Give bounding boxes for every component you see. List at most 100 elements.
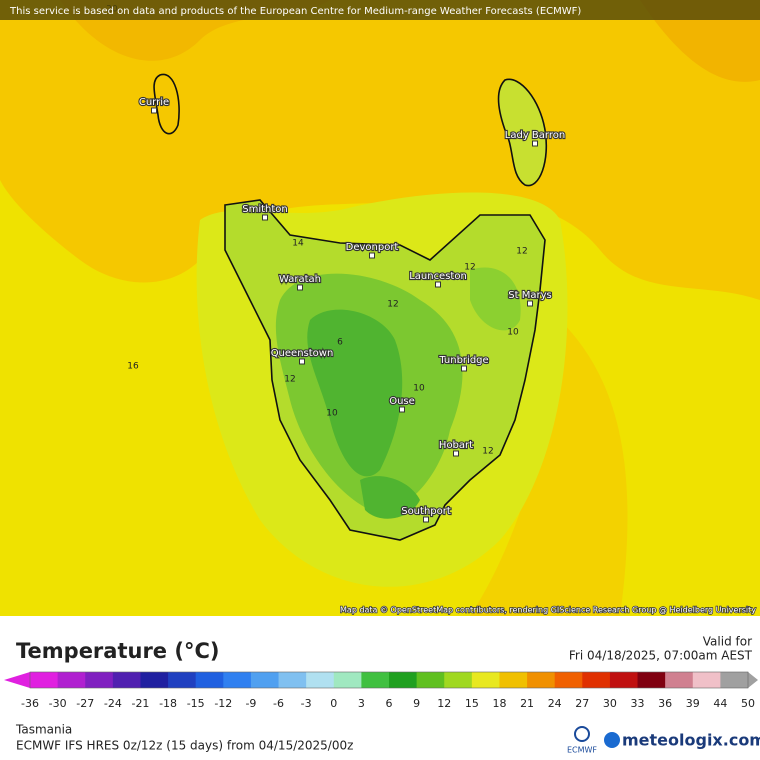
cool-zone: [470, 267, 521, 331]
colorbar-cell: [471, 672, 500, 688]
model-info: ECMWF IFS HRES 0z/12z (15 days) from 04/…: [16, 739, 353, 753]
colorbar-cell: [444, 672, 473, 688]
ecmwf-icon: [574, 726, 590, 742]
colorbar-tick-label: -36: [21, 697, 39, 710]
contour-label: 12: [516, 247, 527, 257]
place-label: Queenstown: [271, 348, 334, 359]
header-bar: [0, 0, 760, 20]
colorbar-tick-label: 27: [575, 697, 589, 710]
contour-label: 12: [464, 263, 475, 273]
colorbar-cell: [499, 672, 528, 688]
header-notice: This service is based on data and produc…: [9, 6, 581, 17]
colorbar-tick-label: 24: [548, 697, 562, 710]
legend: Temperature (°C) Valid for Fri 04/18/202…: [4, 635, 760, 755]
place-marker: [532, 140, 538, 147]
colorbar-tick-label: 18: [492, 697, 506, 710]
colorbar-tick-label: 36: [658, 697, 672, 710]
place-marker: [299, 358, 305, 365]
warm-zone: [640, 0, 760, 82]
colorbar-tick-label: 50: [741, 697, 755, 710]
colorbar-cell: [637, 672, 666, 688]
colorbar-cell: [333, 672, 362, 688]
place-marker: [435, 281, 441, 288]
place-marker: [423, 516, 429, 523]
colorbar-tick-label: 0: [330, 697, 337, 710]
colorbar-cell: [85, 672, 114, 688]
colorbar-cell: [665, 672, 694, 688]
attribution: Map data © OpenStreetMap contributors, r…: [340, 606, 756, 615]
colorbar-cell: [609, 672, 639, 688]
map: Currie Lady Barron Smithton Devonport Warata…: [0, 0, 760, 616]
colorbar-tick-label: -18: [159, 697, 177, 710]
contour-label: 12: [482, 447, 493, 457]
legend-title: Temperature (°C): [16, 639, 219, 663]
ecmwf-logo: ECMWF: [567, 746, 597, 755]
colorbar-tick-label: -15: [187, 697, 205, 710]
colorbar-tick-label: -6: [273, 697, 284, 710]
place-marker: [453, 450, 459, 457]
contour-label: 12: [284, 375, 295, 385]
place-marker: [399, 406, 405, 413]
place-label: Ouse: [389, 396, 415, 407]
colorbar-tick-label: -3: [301, 697, 312, 710]
region: Tasmania: [15, 723, 72, 737]
place-label: Waratah: [279, 274, 321, 285]
place-label: Launceston: [409, 271, 467, 282]
contour-label: 10: [326, 409, 338, 419]
colorbar-tick-label: 39: [686, 697, 700, 710]
colorbar-arrow: [4, 672, 30, 688]
colorbar-tick-label: -9: [245, 697, 256, 710]
valid-label: Valid for: [703, 635, 752, 649]
contour-label: 14: [292, 239, 304, 249]
colorbar-cell: [223, 672, 252, 688]
colorbar-tick-label: 9: [413, 697, 420, 710]
colorbar-frame: [29, 671, 749, 689]
colorbar-cell: [278, 672, 307, 688]
colorbar-cell: [389, 672, 418, 688]
place-label: Southport: [401, 506, 451, 517]
colorbar-tick-label: 30: [603, 697, 617, 710]
colorbar-cell: [692, 672, 721, 688]
site-logo: meteologix.com: [622, 731, 760, 750]
colorbar-cell: [168, 672, 197, 688]
colorbar-tick-label: -27: [76, 697, 94, 710]
place-marker: [262, 214, 268, 221]
colorbar-tick-label: 12: [437, 697, 451, 710]
colorbar-cell: [416, 672, 445, 688]
cool-zone: [307, 309, 403, 477]
cool-zone: [360, 476, 420, 519]
valid-time: Fri 04/18/2025, 07:00am AEST: [569, 649, 753, 663]
contour-label: 6: [337, 338, 343, 348]
colorbar-tick-label: 33: [631, 697, 645, 710]
colorbar: -36 -30 -27 -24 -21 -18 -15 -12 -9 -6 -3 0 3 6 9 12 15 18…: [4, 671, 758, 710]
warm-zone: [470, 320, 628, 616]
place-label: Currie: [139, 97, 169, 108]
colorbar-tick-label: -30: [49, 697, 67, 710]
contour-label: 10: [507, 328, 519, 338]
contour-label: 16: [127, 362, 139, 372]
colorbar-tick-label: 15: [465, 697, 479, 710]
colorbar-cell: [582, 672, 611, 688]
colorbar-cell: [306, 672, 335, 688]
place-marker: [297, 284, 303, 291]
colorbar-tick-label: -21: [131, 697, 149, 710]
colorbar-cell: [30, 672, 59, 688]
place-marker: [527, 300, 533, 307]
place-label: St Marys: [508, 290, 551, 301]
place-marker: [369, 252, 375, 259]
colorbar-cell: [720, 672, 749, 688]
place-label: Lady Barron: [505, 130, 565, 141]
flinders-island: [497, 78, 548, 187]
contour-label: 10: [413, 384, 425, 394]
colorbar-tick-label: -12: [214, 697, 232, 710]
colorbar-cell: [250, 672, 280, 688]
colorbar-tick-label: 3: [358, 697, 365, 710]
place-label: Devonport: [346, 242, 399, 253]
warm-zone: [0, 0, 760, 300]
colorbar-cell: [57, 672, 86, 688]
king-island: [153, 73, 180, 135]
colorbar-cell: [195, 672, 224, 688]
colorbar-cell: [140, 672, 169, 688]
site-icon: [604, 732, 620, 748]
